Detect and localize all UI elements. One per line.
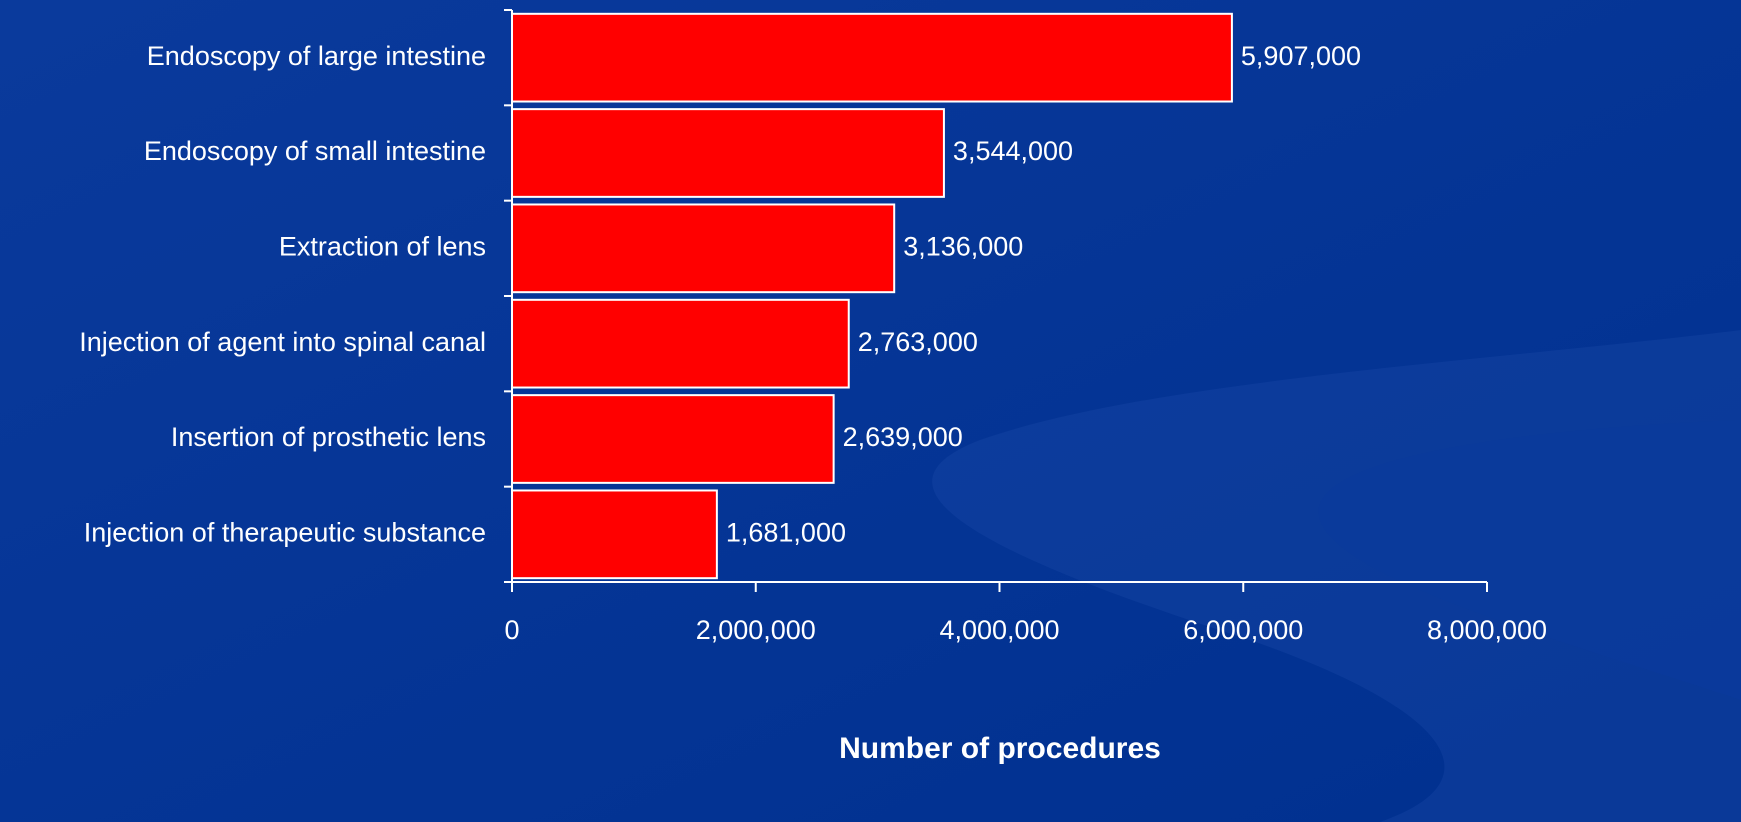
bar (511, 394, 835, 484)
x-axis-title: Number of procedures (839, 732, 1161, 765)
data-label: 3,544,000 (953, 136, 1073, 166)
y-tick-label: Extraction of lens (279, 231, 486, 261)
data-label: 3,136,000 (903, 231, 1023, 261)
x-tick-label: 6,000,000 (1183, 615, 1303, 645)
data-label: 2,639,000 (843, 422, 963, 452)
data-label: 2,763,000 (858, 327, 978, 357)
bar (511, 12, 1233, 103)
bar (511, 203, 896, 294)
y-tick-label: Injection of therapeutic substance (84, 517, 486, 547)
bar (511, 298, 850, 389)
data-label: 1,681,000 (726, 517, 846, 547)
y-tick-label: Injection of agent into spinal canal (79, 327, 486, 357)
x-tick-label: 2,000,000 (696, 615, 816, 645)
data-label: 5,907,000 (1241, 41, 1361, 71)
x-tick-label: 0 (504, 615, 519, 645)
decoration (1318, 420, 1741, 700)
y-tick-label: Endoscopy of large intestine (147, 41, 486, 71)
x-tick-label: 4,000,000 (939, 615, 1059, 645)
bar (511, 489, 718, 580)
bar (511, 108, 945, 198)
y-tick-label: Insertion of prosthetic lens (171, 422, 486, 452)
y-tick-label: Endoscopy of small intestine (144, 136, 486, 166)
x-tick-label: 8,000,000 (1427, 615, 1547, 645)
